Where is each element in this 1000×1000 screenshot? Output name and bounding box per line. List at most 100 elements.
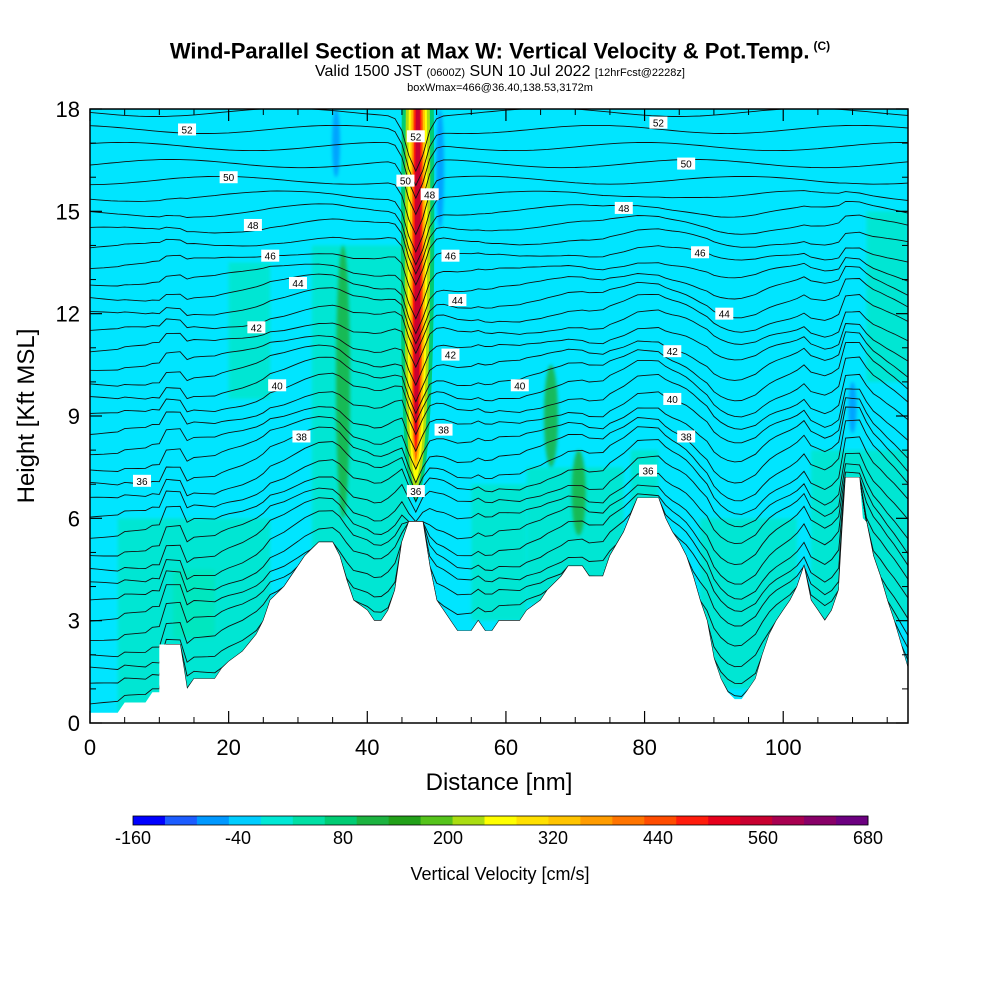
theta-contour bbox=[90, 109, 908, 173]
contour-label-text: 48 bbox=[424, 190, 436, 201]
theta-contour bbox=[90, 471, 908, 572]
y-tick-label: 15 bbox=[56, 199, 80, 224]
contour-label-text: 36 bbox=[410, 487, 422, 498]
colorbar-swatch bbox=[133, 816, 166, 825]
contour-labels: 52 52 52 50 50 50 48 48 48 46 46 46 44 44 44 42 42 42 40 40… bbox=[132, 116, 734, 498]
downdraft-region bbox=[436, 109, 445, 229]
contour-label-bg bbox=[434, 423, 453, 436]
colorbar-swatch bbox=[356, 816, 390, 825]
theta-contour bbox=[90, 419, 908, 502]
contour-label-bg bbox=[677, 157, 696, 170]
contour-label: 52 bbox=[406, 130, 425, 143]
contour-label-text: 46 bbox=[694, 248, 706, 259]
y-axis-title: Height [Kft MSL] bbox=[13, 329, 40, 504]
colorbar-swatch bbox=[612, 816, 645, 825]
contour-label: 40 bbox=[268, 379, 287, 392]
contour-label: 48 bbox=[420, 188, 439, 201]
colorbar-tick-label: 320 bbox=[538, 828, 568, 848]
contour-label-bg bbox=[247, 321, 266, 334]
contour-label-text: 40 bbox=[272, 381, 284, 392]
colorbar-swatch bbox=[708, 816, 741, 825]
contour-label: 36 bbox=[132, 474, 151, 488]
copyright-mark: (C) bbox=[813, 39, 831, 53]
contour-label: 42 bbox=[441, 348, 460, 362]
colorbar-swatch bbox=[420, 816, 454, 825]
colorbar-swatch bbox=[676, 816, 709, 825]
y-tick-label: 12 bbox=[56, 302, 80, 327]
x-tick-label: 40 bbox=[355, 735, 379, 760]
contour-label-bg bbox=[261, 249, 280, 262]
contour-label: 46 bbox=[691, 246, 710, 259]
theta-contour bbox=[90, 309, 908, 369]
colorbar-swatch bbox=[452, 816, 486, 825]
contour-label-text: 50 bbox=[223, 173, 235, 184]
colorbar-swatch bbox=[196, 816, 230, 825]
contour-label: 50 bbox=[396, 174, 415, 188]
colorbar-tick-label: -40 bbox=[225, 828, 251, 848]
contour-label-bg bbox=[178, 123, 197, 136]
contour-label-bg bbox=[288, 276, 307, 289]
theta-contour bbox=[90, 214, 908, 276]
x-tick-label: 80 bbox=[632, 735, 656, 760]
contour-label: 46 bbox=[261, 249, 280, 263]
contour-label-bg bbox=[243, 218, 262, 231]
contour-label-bg bbox=[441, 249, 460, 262]
theta-contour bbox=[90, 476, 908, 622]
downdraft-region bbox=[332, 109, 341, 178]
contour-label-bg bbox=[715, 307, 734, 320]
contour-label: 44 bbox=[448, 294, 467, 307]
contour-label-bg bbox=[448, 294, 467, 307]
valid-time: Valid 1500 JST bbox=[315, 63, 423, 81]
contour-label-text: 46 bbox=[445, 252, 457, 263]
chart-title-block: Wind-Parallel Section at Max W: Vertical… bbox=[0, 34, 1000, 95]
terrain-profile bbox=[90, 477, 908, 723]
contour-label-bg bbox=[396, 174, 415, 187]
contour-label-text: 38 bbox=[681, 432, 693, 443]
colorbar-swatch bbox=[644, 816, 677, 825]
contour-label: 44 bbox=[715, 307, 734, 321]
updraft-region bbox=[571, 450, 586, 536]
updraft-region bbox=[336, 245, 351, 519]
contour-label: 42 bbox=[663, 345, 682, 358]
theta-contour bbox=[90, 293, 908, 355]
contour-label-text: 42 bbox=[251, 323, 263, 334]
chart-title: Wind-Parallel Section at Max W: Vertical… bbox=[0, 34, 1000, 63]
contour-label-bg bbox=[677, 430, 696, 443]
theta-contour bbox=[90, 476, 908, 601]
theta-contour bbox=[90, 436, 908, 518]
colorbar-swatch bbox=[772, 816, 805, 825]
y-tick-label: 3 bbox=[68, 609, 80, 634]
colorbar-swatch bbox=[388, 816, 422, 825]
colorbar-tick-label: 440 bbox=[643, 828, 673, 848]
colorbar-swatch bbox=[484, 816, 517, 825]
y-tick-label: 0 bbox=[68, 711, 80, 736]
y-tick-label: 18 bbox=[56, 97, 80, 122]
y-tick-label: 6 bbox=[68, 506, 80, 531]
contour-label: 52 bbox=[649, 116, 668, 130]
theta-contour bbox=[90, 356, 908, 424]
contour-label-text: 44 bbox=[452, 296, 464, 307]
theta-contour bbox=[90, 265, 908, 335]
contour-label-text: 40 bbox=[514, 381, 526, 392]
theta-contour bbox=[90, 278, 908, 345]
contour-label-text: 48 bbox=[618, 204, 630, 215]
colorbar-border bbox=[132, 815, 869, 826]
theta-contour bbox=[90, 331, 908, 403]
x-axis-title: Distance [nm] bbox=[426, 769, 573, 796]
contour-label-text: 46 bbox=[265, 252, 277, 263]
forecast-info: [12hrFcst@2228z] bbox=[594, 67, 685, 80]
theta-contour bbox=[90, 245, 908, 302]
chart-title-text: Wind-Parallel Section at Max W: Vertical… bbox=[169, 38, 810, 64]
contour-label-bg bbox=[132, 474, 151, 487]
contour-label: 48 bbox=[243, 218, 262, 232]
contour-label: 42 bbox=[247, 321, 266, 334]
theta-contour bbox=[90, 228, 908, 286]
contour-label-text: 42 bbox=[445, 351, 457, 362]
x-tick-label: 20 bbox=[216, 735, 240, 760]
colorbar: -160 -40 80 200 320 440 560 680 bbox=[115, 815, 883, 848]
contour-label: 50 bbox=[677, 157, 696, 171]
contour-label: 50 bbox=[219, 171, 238, 184]
theta-contour bbox=[90, 406, 908, 486]
contour-label-bg bbox=[691, 246, 710, 259]
chart-subtitle: Valid 1500 JST (0600Z) SUN 10 Jul 2022 [… bbox=[0, 63, 1000, 82]
